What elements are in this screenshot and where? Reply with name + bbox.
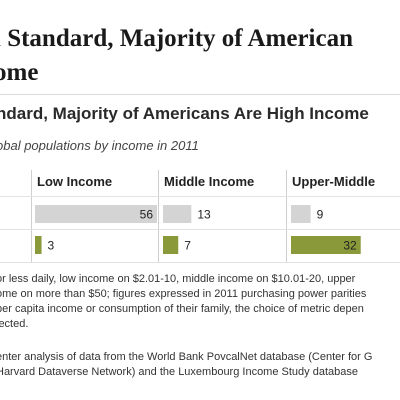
data-label: 32 xyxy=(343,239,357,253)
chart-source: enter analysis of data from the World Ba… xyxy=(0,350,400,380)
divider xyxy=(0,94,400,95)
note-line: or less daily, low income on $2.01-10, m… xyxy=(0,273,356,285)
note-line: lected. xyxy=(0,318,29,330)
source-line: enter analysis of data from the World Ba… xyxy=(0,351,373,363)
chart-notes: or less daily, low income on $2.01-10, m… xyxy=(0,272,400,332)
data-label: 3 xyxy=(48,239,55,253)
source-line: Harvard Dataverse Network) and the Luxem… xyxy=(0,366,358,378)
data-label: 7 xyxy=(184,239,191,253)
column-divider xyxy=(158,170,159,262)
bar-upper-middle-row-1 xyxy=(291,205,311,223)
bar-middle-income-row-2 xyxy=(163,236,179,254)
column-header-middle-income: Middle Income xyxy=(164,174,255,189)
data-label: 9 xyxy=(317,208,324,222)
column-divider xyxy=(31,170,32,262)
headline-line-1: l Standard, Majority of American xyxy=(0,25,353,52)
bar-low-income-row-2 xyxy=(35,236,42,254)
data-label: 13 xyxy=(197,208,211,222)
article-headline: l Standard, Majority of American ome xyxy=(0,22,400,90)
bar-middle-income-row-1 xyxy=(163,205,192,223)
data-label: 56 xyxy=(140,208,154,222)
note-line: ome on more than $50; figures expressed … xyxy=(0,288,367,300)
bar-upper-middle-row-2 xyxy=(291,236,361,254)
chart-subtitle: obal populations by income in 2011 xyxy=(0,138,199,153)
column-header-low-income: Low Income xyxy=(37,174,113,189)
note-line: per capita income or consumption of thei… xyxy=(0,303,364,315)
income-bar-chart: 56 13 9 3 7 32 xyxy=(35,205,361,254)
headline-line-2: ome xyxy=(0,59,39,86)
row-divider xyxy=(0,196,400,197)
bar-low-income-row-1 xyxy=(35,205,157,223)
row-divider xyxy=(0,262,400,263)
chart-title: ndard, Majority of Americans Are High In… xyxy=(0,104,369,123)
column-divider xyxy=(286,170,287,262)
column-header-upper-middle: Upper-Middle xyxy=(292,174,376,189)
row-divider xyxy=(0,229,400,230)
